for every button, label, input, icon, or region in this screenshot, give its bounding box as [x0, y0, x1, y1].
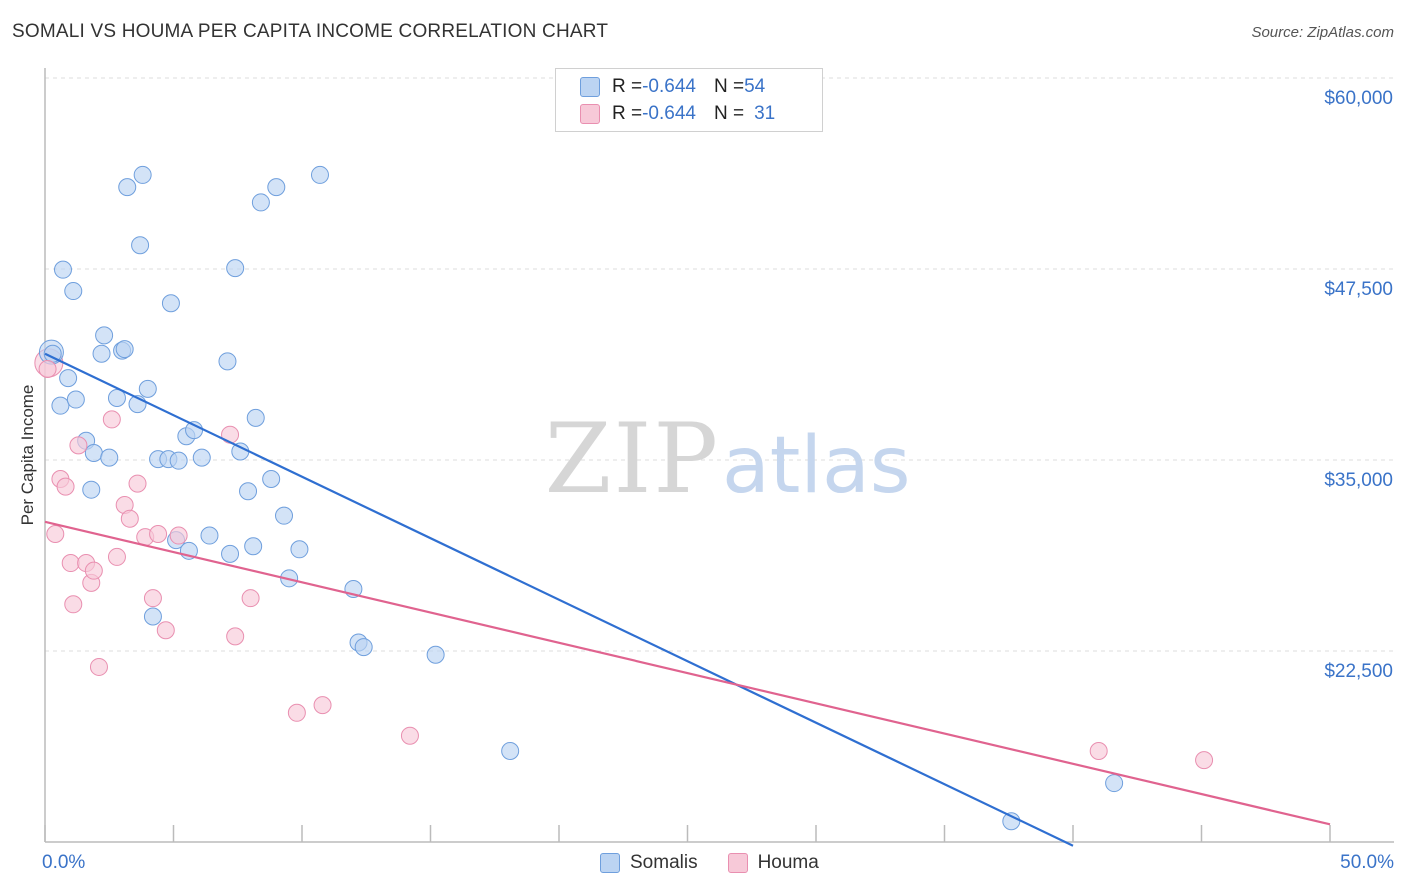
legend-r-label: R = [612, 103, 643, 124]
somalis-point [244, 537, 263, 556]
houma-point [156, 621, 175, 640]
trend-lines [44, 352, 1331, 847]
legend-somalis-label: Somalis [630, 852, 698, 873]
legend-r-label: R = [612, 76, 643, 97]
legend-n-value: 31 [754, 103, 776, 124]
somalis-point [1105, 774, 1124, 793]
somalis-point [218, 352, 237, 371]
somalis-point [200, 526, 219, 545]
chart-title: SOMALI VS HOUMA PER CAPITA INCOME CORREL… [12, 21, 609, 42]
houma-point [128, 474, 147, 493]
legend-r-value: -0.644 [642, 103, 696, 124]
legend-item-houma: Houma [727, 852, 819, 874]
houma-point [107, 547, 126, 566]
y-tick-labels: $22,500 $35,000 $47,500 $60,000 [1324, 88, 1393, 682]
somalis-point [239, 482, 258, 501]
somalis-point [95, 326, 114, 345]
houma-point [61, 554, 80, 573]
houma-point [56, 477, 75, 496]
svg-text:ZIP: ZIP [545, 403, 720, 515]
houma-point [149, 525, 168, 544]
somalis-point [51, 396, 70, 415]
legend-houma-label: Houma [757, 852, 819, 873]
grid-lines [45, 77, 1394, 652]
somalis-trend-line [44, 352, 1074, 847]
somalis-point [161, 294, 180, 313]
somalis-point [310, 165, 329, 184]
houma-point [169, 526, 188, 545]
somalis-point [501, 741, 520, 760]
somalis-point [133, 165, 152, 184]
houma-point [241, 589, 260, 608]
y-tick-label: $22,500 [1324, 661, 1393, 682]
somalis-point [290, 540, 309, 559]
somalis-point [115, 340, 134, 359]
somalis-point [131, 236, 150, 255]
legend-item-somalis: Somalis [600, 852, 698, 874]
legend-row-somalis: R = -0.644 N = 54 [580, 75, 765, 99]
legend-n-value: 54 [744, 76, 766, 97]
somalis-point [354, 638, 373, 657]
y-tick-label: $35,000 [1324, 470, 1393, 491]
somalis-legend-swatch [600, 853, 620, 873]
y-axis-label: Per Capita Income [18, 384, 37, 526]
somalis-point [226, 259, 245, 278]
somalis-point [100, 448, 119, 467]
houma-point [313, 696, 332, 715]
somalis-point [107, 389, 126, 408]
somalis-point [84, 444, 103, 463]
y-tick-label: $60,000 [1324, 88, 1393, 109]
houma-point [1089, 741, 1108, 760]
houma-point [102, 410, 121, 429]
houma-point [287, 703, 306, 722]
houma-point [64, 595, 83, 614]
houma-swatch [580, 104, 600, 124]
somalis-point [138, 379, 157, 398]
axes [44, 68, 1394, 843]
somalis-point [143, 607, 162, 626]
somalis-point [118, 178, 137, 197]
somalis-point [53, 260, 72, 279]
somalis-point [92, 344, 111, 363]
somalis-point [169, 451, 188, 470]
somalis-point [66, 390, 85, 409]
houma-point [84, 561, 103, 580]
houma-point [1195, 751, 1214, 770]
x-tick-label-max: 50.0% [1340, 852, 1394, 873]
legend-n-label: N = [713, 103, 745, 124]
stats-legend: R = -0.644 N = 54 R = -0.644 N = 31 [555, 68, 823, 132]
houma-point [143, 589, 162, 608]
houma-point [46, 525, 65, 544]
houma-point [69, 436, 88, 455]
somalis-swatch [580, 77, 600, 97]
source-label: Source: ZipAtlas.com [1251, 24, 1394, 41]
somalis-point [82, 480, 101, 499]
legend-n-label: N = [713, 76, 745, 97]
houma-point [38, 359, 57, 378]
somalis-point [262, 470, 281, 488]
somalis-point [251, 193, 270, 212]
somalis-point [246, 408, 265, 427]
legend-row-houma: R = -0.644 N = 31 [580, 102, 775, 126]
y-tick-label: $47,500 [1324, 279, 1393, 300]
somalis-point [59, 369, 78, 388]
somalis-point [426, 645, 445, 664]
houma-point [89, 657, 108, 676]
somalis-point [64, 282, 83, 301]
series-legend: Somalis Houma [600, 852, 849, 874]
houma-trend-line [44, 520, 1331, 826]
legend-r-value: -0.644 [642, 76, 696, 97]
houma-legend-swatch [727, 853, 748, 873]
watermark: ZIP atlas [545, 403, 911, 515]
svg-text:atlas: atlas [722, 421, 911, 511]
somalis-point [192, 448, 211, 467]
houma-point [120, 509, 139, 528]
somalis-point [221, 544, 240, 563]
houma-point [226, 627, 245, 646]
x-tick-label-min: 0.0% [42, 852, 86, 873]
somalis-point [267, 178, 286, 197]
houma-point [400, 726, 419, 745]
somalis-point [275, 506, 294, 525]
